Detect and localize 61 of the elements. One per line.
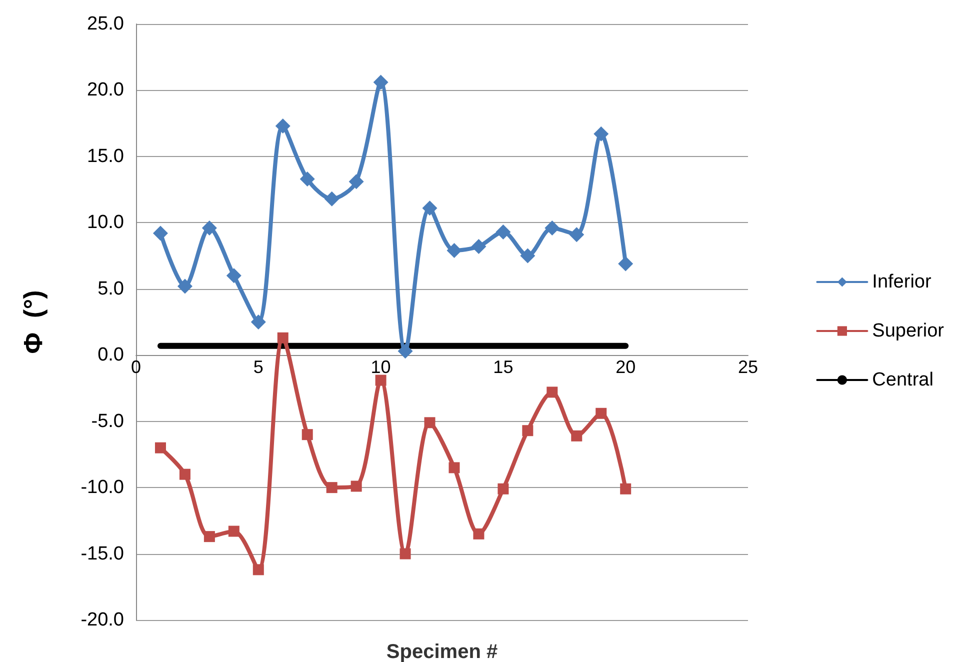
point: [302, 429, 313, 440]
point: [571, 430, 582, 442]
y-tick-label: -20.0: [80, 610, 124, 630]
x-tick-label: 20: [616, 357, 636, 378]
y-tick-label: -5.0: [91, 410, 124, 432]
point: [424, 417, 436, 428]
point: [398, 344, 413, 359]
point: [594, 126, 609, 142]
y-tick-label: 25.0: [87, 14, 124, 34]
point: [177, 278, 192, 294]
point: [373, 74, 388, 90]
point: [202, 220, 217, 236]
point: [569, 227, 584, 242]
point: [522, 425, 534, 436]
point: [152, 226, 168, 241]
y-tick-label: 0.0: [98, 344, 124, 366]
point: [400, 548, 411, 560]
x-tick-label: 0: [130, 357, 142, 378]
legend-label: Superior: [872, 320, 945, 342]
point: [350, 480, 362, 492]
point: [496, 224, 511, 240]
y-tick-label: 10.0: [87, 212, 124, 234]
legend-label: Central: [872, 370, 934, 390]
point: [448, 462, 460, 474]
y-tick-label: 5.0: [98, 278, 124, 300]
point: [326, 482, 338, 494]
y-tick-label: -15.0: [80, 543, 124, 564]
point: [300, 171, 315, 186]
point: [473, 528, 484, 540]
point: [228, 526, 240, 537]
point: [596, 408, 607, 419]
x-axis-title: Specimen #: [386, 641, 498, 662]
point: [471, 239, 486, 254]
point: [544, 220, 560, 236]
point: [375, 374, 386, 386]
point: [520, 248, 536, 264]
point: [620, 483, 632, 494]
legend-label: Inferior: [872, 272, 932, 292]
point: [204, 531, 215, 542]
y-tick-label: 15.0: [87, 146, 124, 167]
y-axis-title: Φ (°): [18, 290, 48, 354]
point: [348, 174, 364, 190]
x-tick-label: 25: [738, 357, 758, 378]
point: [275, 118, 290, 134]
x-tick-label: 10: [370, 357, 391, 378]
point: [226, 268, 242, 284]
x-tick-label: 5: [253, 357, 264, 378]
point: [546, 386, 558, 398]
point: [250, 314, 266, 330]
point: [618, 256, 634, 272]
point: [324, 191, 340, 206]
point: [498, 483, 509, 494]
point: [179, 468, 190, 480]
point: [446, 242, 462, 258]
point: [154, 442, 166, 454]
point: [422, 200, 438, 216]
point: [252, 564, 264, 576]
y-tick-label: -10.0: [80, 477, 124, 498]
point: [277, 332, 288, 344]
y-tick-label: 20.0: [87, 80, 124, 101]
x-tick-label: 15: [493, 357, 514, 378]
